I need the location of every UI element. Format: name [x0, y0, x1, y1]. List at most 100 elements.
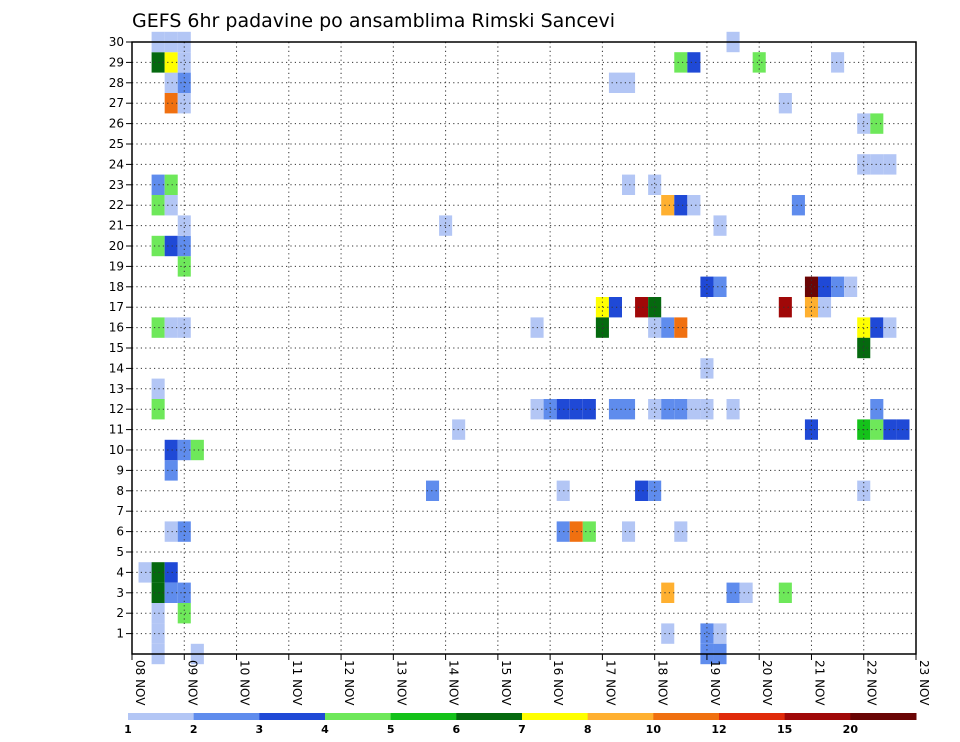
colorbar-swatch: [850, 713, 917, 720]
precip-cell: [177, 93, 191, 114]
x-tick-label: 12 NOV: [342, 660, 356, 706]
precip-cell: [700, 623, 714, 644]
precip-cell: [151, 52, 165, 73]
precip-cell: [870, 317, 884, 338]
precip-cell: [857, 113, 871, 134]
y-tick-label: 2: [116, 606, 124, 620]
colorbar-label: 5: [387, 723, 395, 736]
precip-cell: [608, 297, 622, 318]
precip-cell: [674, 521, 688, 542]
colorbar-label: 20: [843, 723, 859, 736]
precip-cell: [439, 215, 453, 236]
x-tick-label: 08 NOV: [133, 660, 147, 706]
colorbar-swatch: [325, 713, 392, 720]
precip-cell: [870, 419, 884, 440]
precip-cell: [622, 72, 636, 93]
precip-cell: [177, 439, 191, 461]
precip-cell: [778, 93, 792, 114]
precip-cell: [752, 52, 766, 73]
precip-cell: [635, 480, 649, 501]
precip-cell: [595, 317, 609, 338]
precip-cell: [635, 297, 649, 318]
precip-cell: [138, 562, 152, 583]
y-tick-label: 14: [109, 361, 124, 375]
precip-cell: [164, 582, 178, 603]
precip-cell: [870, 154, 884, 175]
colorbar-label: 8: [584, 723, 592, 736]
precip-cell: [713, 215, 727, 236]
y-tick-label: 13: [109, 382, 124, 396]
precip-cell: [700, 399, 714, 420]
precip-cell: [857, 337, 871, 359]
y-tick-label: 4: [116, 565, 124, 579]
precip-cell: [151, 582, 165, 603]
y-tick-label: 1: [116, 627, 124, 641]
precip-cell: [164, 174, 178, 195]
precip-cell: [648, 399, 662, 420]
precip-cell: [870, 113, 884, 134]
precip-cell: [151, 562, 165, 583]
precip-cell: [151, 317, 165, 338]
y-tick-label: 30: [109, 35, 124, 49]
colorbar-swatch: [456, 713, 523, 720]
precip-cell: [674, 195, 688, 216]
precip-cell: [818, 276, 832, 297]
precip-cell: [661, 195, 675, 216]
x-tick-label: 19 NOV: [708, 660, 722, 706]
grid-lines: [132, 42, 916, 654]
colorbar-label: 10: [646, 723, 662, 736]
precip-cell: [164, 562, 178, 583]
precip-cell: [831, 52, 845, 73]
precip-cell: [700, 276, 714, 297]
precip-cell: [674, 52, 688, 73]
x-tick-label: 23 NOV: [917, 660, 931, 706]
colorbar-label: 15: [777, 723, 792, 736]
x-tick-label: 21 NOV: [812, 660, 826, 706]
y-tick-label: 18: [109, 280, 124, 294]
precip-cell: [164, 460, 178, 481]
y-tick-label: 10: [109, 443, 124, 457]
x-tick-label: 17 NOV: [603, 660, 617, 706]
y-tick-label: 29: [109, 55, 124, 69]
colorbar-swatch: [390, 713, 457, 720]
colorbar: 1 2 3 4 5 6 7 8 10 12 15 20: [124, 713, 917, 736]
colorbar-swatch: [653, 713, 720, 720]
precip-cell: [687, 195, 701, 216]
precip-cell: [857, 154, 871, 175]
precip-cell: [608, 72, 622, 93]
precip-cell: [687, 52, 701, 73]
y-tick-label: 22: [109, 198, 124, 212]
y-tick-label: 11: [109, 423, 124, 437]
colorbar-label: 4: [321, 723, 329, 736]
precip-cell: [164, 439, 178, 461]
y-tick-label: 8: [116, 484, 124, 498]
precip-cell: [674, 317, 688, 338]
x-tick-label: 09 NOV: [185, 660, 199, 706]
colorbar-swatch: [587, 713, 654, 720]
precip-cell: [661, 623, 675, 644]
precip-cell: [177, 52, 191, 73]
y-tick-label: 24: [109, 157, 124, 171]
precip-cell: [857, 317, 871, 338]
precip-cell: [151, 235, 165, 257]
precip-cell: [177, 215, 191, 236]
precip-cell: [151, 378, 165, 399]
precip-cell: [177, 521, 191, 542]
precip-cell: [177, 235, 191, 257]
y-tick-label: 21: [109, 219, 124, 233]
precip-cell: [713, 276, 727, 297]
precip-cell: [622, 521, 636, 542]
x-tick-label: 14 NOV: [447, 660, 461, 706]
precip-cell: [687, 399, 701, 420]
precip-cell: [164, 93, 178, 114]
precip-cell: [778, 297, 792, 318]
precip-cell: [661, 399, 675, 420]
x-tick-label: 13 NOV: [394, 660, 408, 706]
precip-cell: [648, 480, 662, 501]
colorbar-swatch: [719, 713, 786, 720]
precip-cell: [177, 603, 191, 624]
y-tick-label: 20: [109, 239, 124, 253]
precip-cell: [177, 317, 191, 338]
colorbar-label: 7: [518, 723, 526, 736]
y-tick-label: 27: [109, 96, 124, 110]
